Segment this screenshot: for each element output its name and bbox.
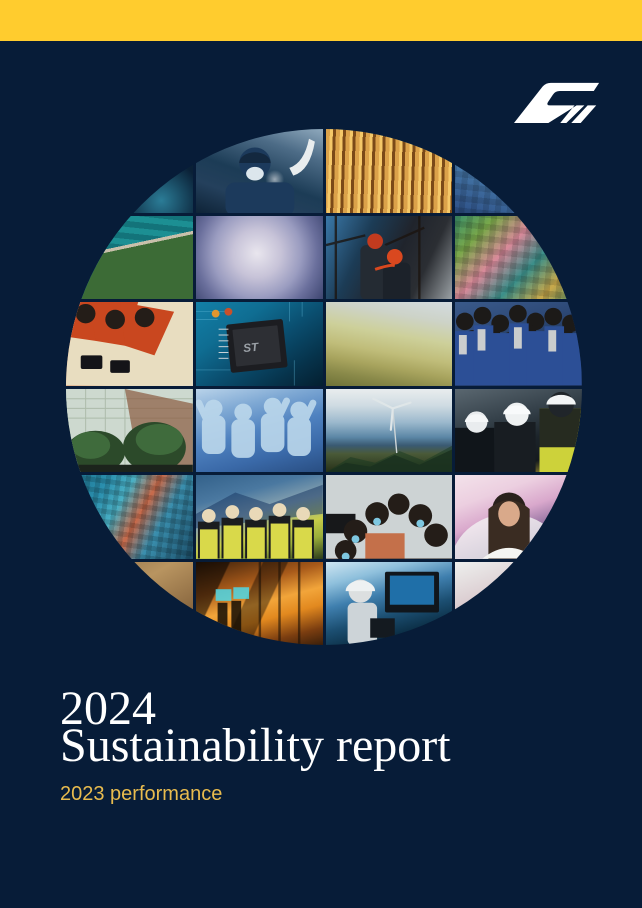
svg-text:ST: ST bbox=[242, 341, 259, 355]
